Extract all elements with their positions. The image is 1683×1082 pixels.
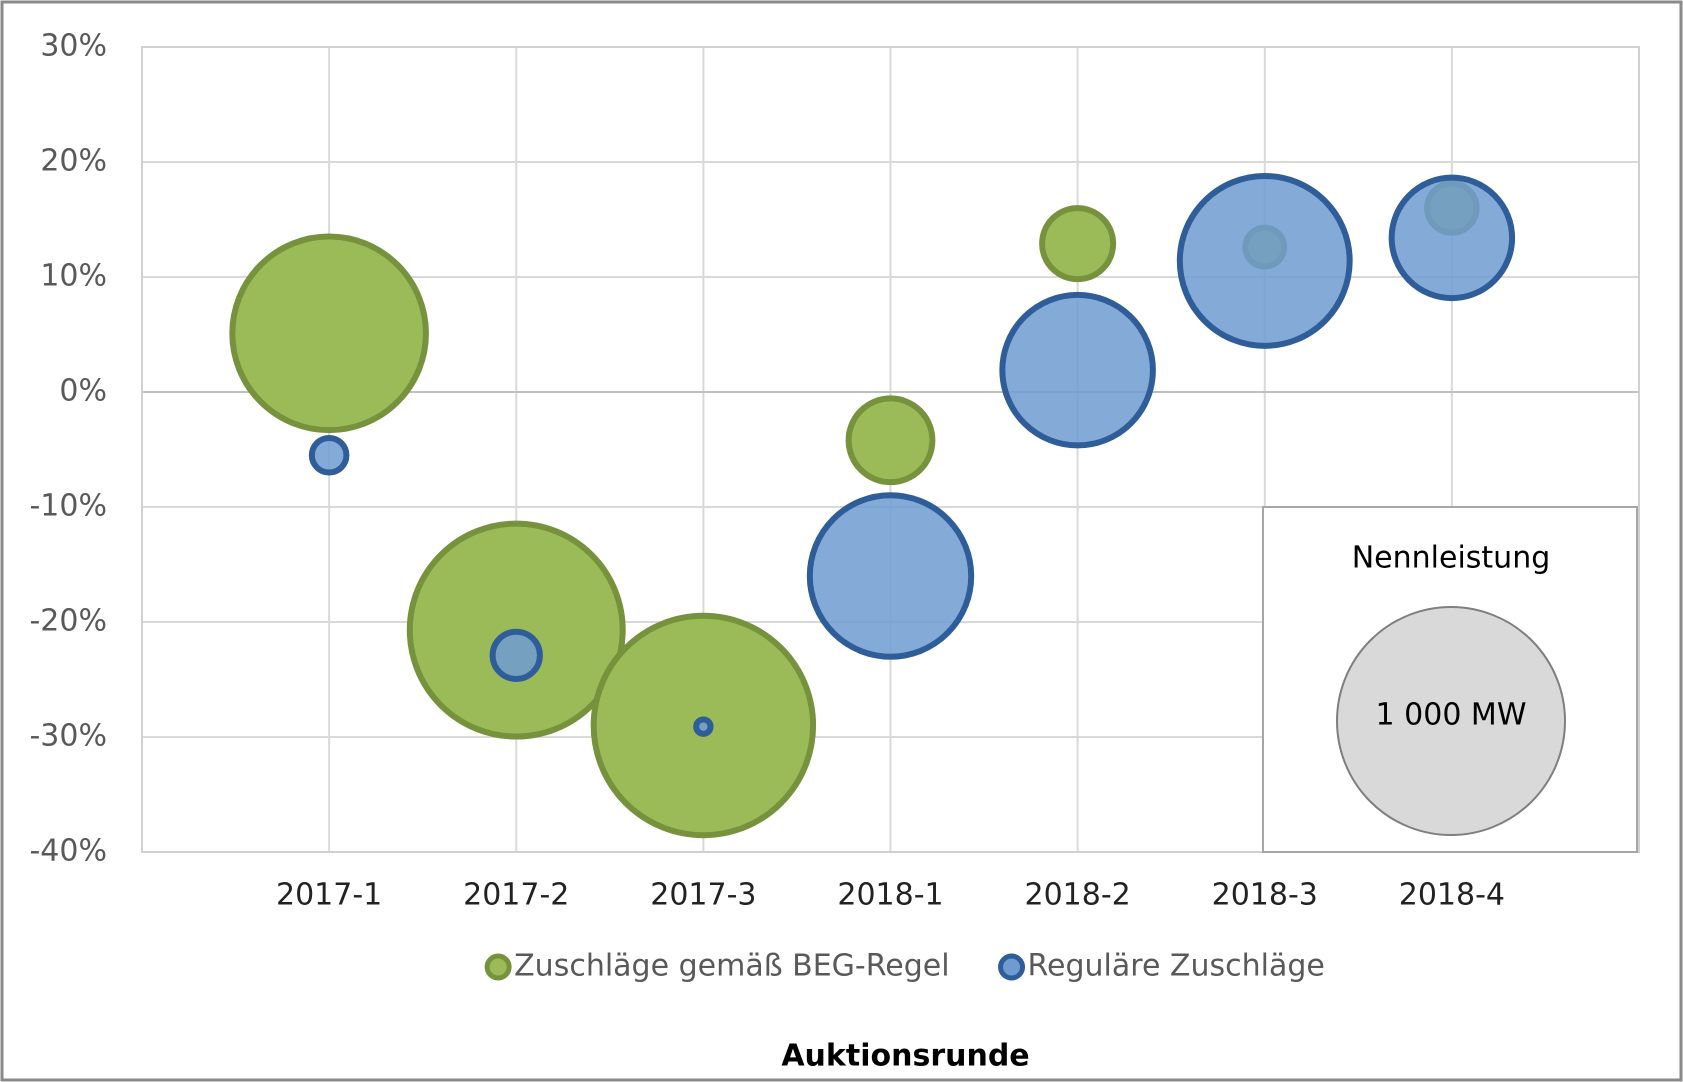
- plot-frame: [141, 46, 1640, 853]
- bubble: [1388, 174, 1516, 302]
- y-tick-label: -10%: [29, 489, 107, 524]
- size-reference-bubble: [1336, 606, 1566, 836]
- bubble: [1039, 205, 1117, 283]
- bubble: [806, 492, 975, 660]
- bubble: [308, 434, 350, 476]
- legend-label: Reguläre Zuschläge: [1028, 949, 1325, 984]
- y-tick-label: 10%: [40, 259, 107, 294]
- bubble: [845, 395, 936, 486]
- x-tick-label: 2018-1: [837, 878, 943, 913]
- y-tick-label: -20%: [29, 604, 107, 639]
- legend-swatch: [484, 953, 512, 981]
- x-tick-label: 2018-3: [1212, 878, 1318, 913]
- x-tick-label: 2017-2: [463, 878, 569, 913]
- bubble: [229, 233, 429, 434]
- x-tick-label: 2018-2: [1024, 878, 1130, 913]
- bubble: [693, 716, 714, 737]
- bubble: [999, 291, 1156, 449]
- x-axis-title: Auktionsrunde: [781, 1039, 1029, 1074]
- size-reference-label: 1 000 MW: [1376, 698, 1527, 733]
- y-tick-label: 20%: [40, 144, 107, 179]
- y-tick-label: -30%: [29, 719, 107, 754]
- legend-swatch: [998, 953, 1026, 981]
- y-tick-label: 30%: [40, 29, 107, 64]
- x-tick-label: 2018-4: [1399, 878, 1505, 913]
- legend: Zuschläge gemäß BEG-Regel Reguläre Zuschl…: [484, 949, 1325, 984]
- x-tick-label: 2017-1: [276, 878, 382, 913]
- y-tick-label: -40%: [29, 834, 107, 869]
- size-legend-title: Nennleistung: [1352, 541, 1551, 576]
- x-tick-label: 2017-3: [650, 878, 756, 913]
- bubble: [489, 628, 543, 682]
- bubble: [1176, 172, 1353, 349]
- y-tick-label: 0%: [59, 374, 107, 409]
- legend-label: Zuschläge gemäß BEG-Regel: [514, 949, 949, 984]
